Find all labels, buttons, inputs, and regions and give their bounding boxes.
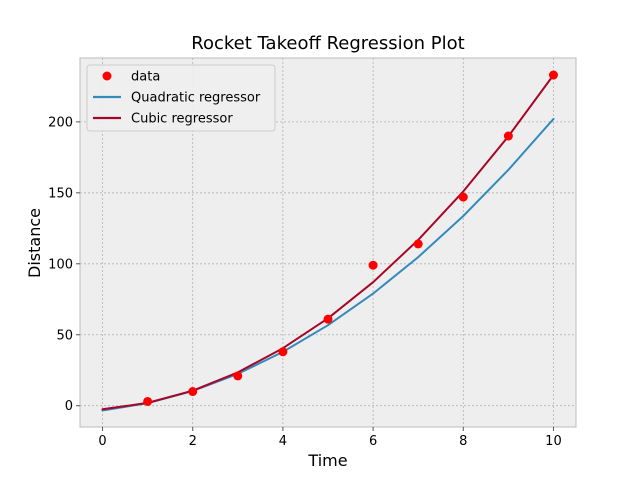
x-tick-label: 4	[279, 434, 287, 449]
data-point	[413, 239, 423, 249]
x-tick-label: 10	[545, 434, 562, 449]
legend-label-cubic-regressor: Cubic regressor	[131, 112, 233, 127]
y-tick-label: 200	[48, 115, 73, 130]
data-point	[458, 192, 468, 202]
legend-box	[86, 64, 276, 132]
legend-label-quadratic-regressor: Quadratic regressor	[131, 91, 261, 106]
data-point	[503, 131, 513, 141]
plot-frame	[79, 57, 577, 428]
y-tick-label: 0	[65, 399, 73, 414]
series-points	[143, 70, 558, 406]
legend: data Quadratic regressor Cubic regressor	[86, 64, 276, 132]
chart-title: Rocket Takeoff Regression Plot	[191, 33, 464, 54]
y-axis-label: Distance	[25, 208, 44, 278]
data-point	[278, 347, 288, 357]
y-tick-label: 50	[56, 328, 73, 343]
y-tick-label: 100	[48, 257, 73, 272]
y-axis: 0 50 100 150 200	[48, 115, 80, 414]
legend-label-data: data	[131, 70, 160, 85]
x-tick-label: 6	[369, 434, 377, 449]
x-tick-label: 8	[459, 434, 467, 449]
x-axis-label: Time	[307, 451, 347, 470]
y-tick-label: 150	[48, 186, 73, 201]
data-point	[143, 396, 153, 406]
x-axis: 0 2 4 6 8 10	[98, 427, 562, 449]
data-point	[188, 387, 198, 397]
x-tick-label: 2	[189, 434, 197, 449]
x-tick-label: 0	[98, 434, 106, 449]
data-point	[368, 260, 378, 270]
data-point	[233, 371, 243, 381]
data-point	[548, 70, 558, 80]
legend-swatch-data	[102, 71, 112, 81]
data-point	[323, 314, 333, 324]
